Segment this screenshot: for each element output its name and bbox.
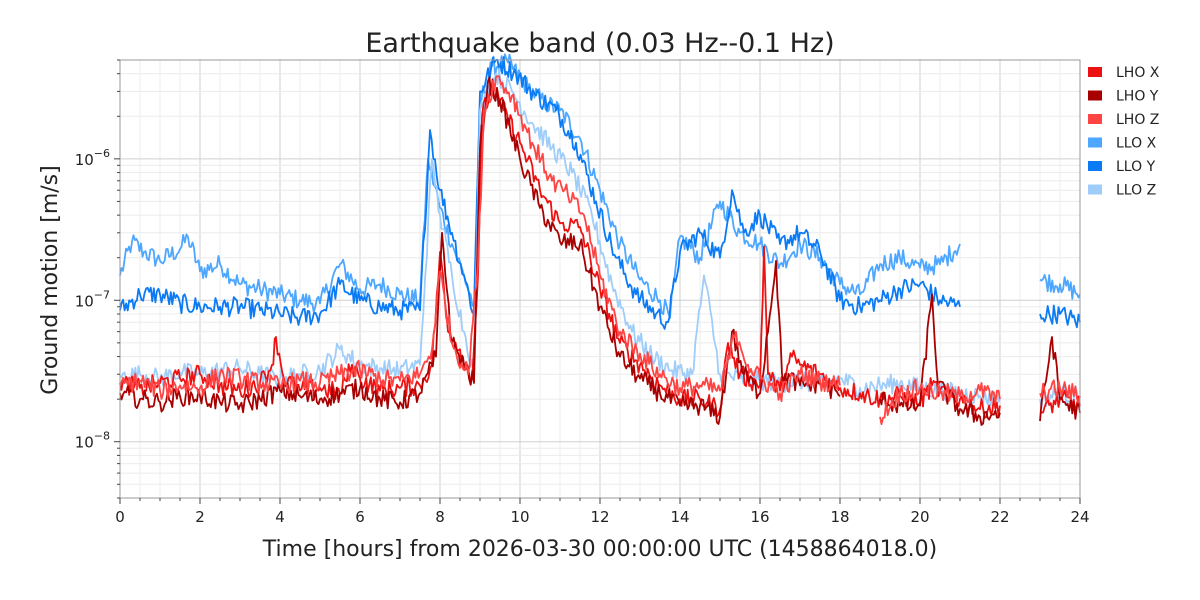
- x-tick-label: 16: [750, 508, 769, 526]
- legend-label: LHO X: [1116, 65, 1160, 81]
- legend-swatch: [1088, 184, 1102, 195]
- x-tick-label: 2: [195, 508, 205, 526]
- series-line-llo-y: [119, 56, 1081, 330]
- legend-label: LLO Z: [1116, 183, 1156, 199]
- x-tick-label: 12: [590, 508, 609, 526]
- series-line-lho-y: [119, 76, 1081, 426]
- y-tick-label: 10−8: [75, 430, 110, 452]
- x-axis-label: Time [hours] from 2026-03-30 00:00:00 UT…: [262, 537, 937, 562]
- legend-swatch: [1088, 161, 1102, 171]
- legend-label: LLO Y: [1116, 159, 1156, 175]
- legend-label: LHO Z: [1116, 112, 1159, 128]
- plot-series: [119, 53, 1081, 426]
- legend-label: LLO X: [1116, 136, 1157, 152]
- x-tick-label: 4: [275, 508, 285, 526]
- y-tick-label: 10−6: [75, 147, 110, 169]
- series-line-lho-z: [119, 75, 1081, 425]
- x-tick-label: 22: [990, 508, 1009, 526]
- legend-swatch: [1088, 90, 1102, 101]
- x-tick-label: 8: [435, 508, 445, 526]
- x-tick-label: 6: [355, 508, 365, 526]
- legend-label: LHO Y: [1116, 89, 1159, 105]
- x-tick-label: 0: [115, 508, 125, 526]
- series-line-llo-x: [119, 53, 1081, 319]
- legend-swatch: [1088, 67, 1102, 77]
- y-tick-label: 10−7: [75, 288, 110, 310]
- chart-title: Earthquake band (0.03 Hz--0.1 Hz): [365, 28, 834, 59]
- legend: LHO X LHO Y LHO Z LLO X LLO Y LLO Z: [1088, 65, 1160, 199]
- x-tick-label: 20: [910, 508, 929, 526]
- x-tick-label: 10: [510, 508, 529, 526]
- grid: [119, 59, 1081, 499]
- x-tick-label: 18: [830, 508, 849, 526]
- legend-swatch: [1088, 114, 1102, 124]
- x-tick-label: 24: [1070, 508, 1089, 526]
- legend-swatch: [1088, 137, 1102, 148]
- x-tick-label: 14: [670, 508, 689, 526]
- y-axis-label: Ground motion [m/s]: [38, 165, 63, 394]
